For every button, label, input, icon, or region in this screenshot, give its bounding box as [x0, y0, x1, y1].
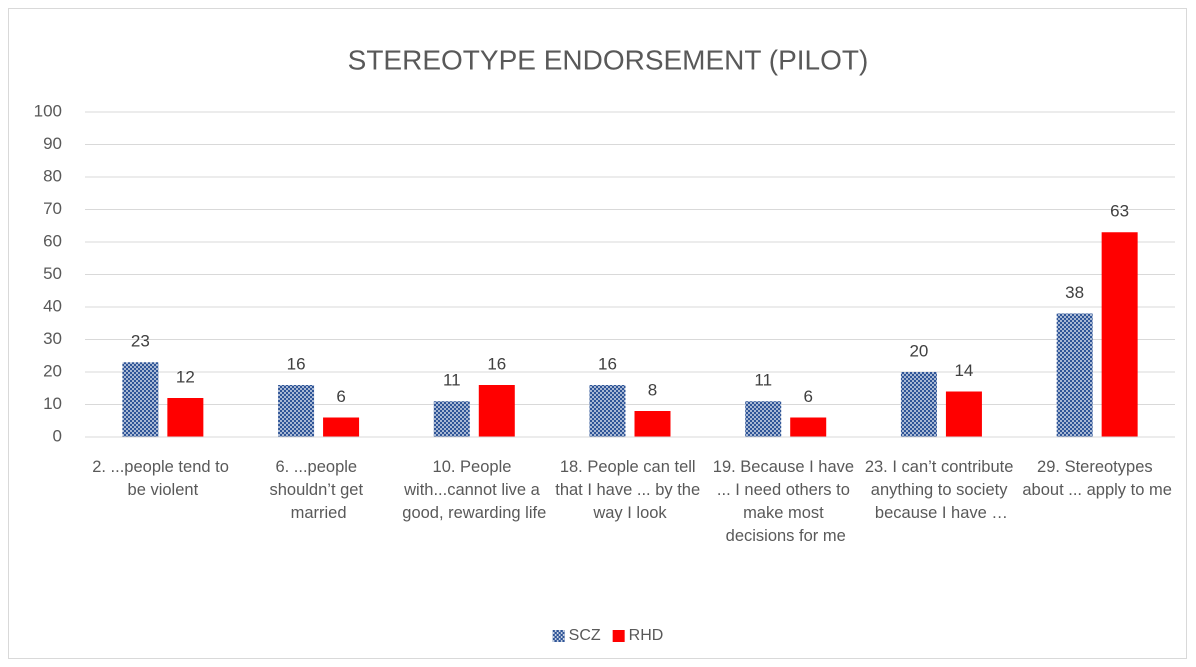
chart-title: STEREOTYPE ENDORSEMENT (PILOT)	[348, 44, 869, 75]
data-label: 16	[287, 354, 306, 373]
bar	[278, 385, 315, 437]
bar	[167, 398, 204, 437]
data-label: 20	[909, 341, 928, 360]
bar	[745, 401, 782, 437]
bar	[122, 362, 159, 437]
x-tick-label: 6. ...people shouldn’t get married	[269, 458, 367, 522]
legend-item: SCZ	[552, 627, 601, 644]
legend-swatch	[552, 630, 565, 642]
data-label: 16	[487, 354, 506, 373]
bar	[900, 372, 937, 437]
y-tick-label: 60	[43, 231, 62, 250]
x-tick-label: 23. I can’t contribute anything to socie…	[865, 458, 1018, 522]
bar	[478, 385, 515, 437]
legend-item: RHD	[612, 627, 664, 644]
y-tick-label: 20	[43, 361, 62, 380]
y-tick-label: 0	[53, 426, 62, 445]
bar	[1056, 313, 1093, 437]
data-label: 6	[336, 387, 345, 406]
data-label: 63	[1110, 202, 1129, 221]
data-label: 23	[131, 332, 150, 351]
bar	[634, 411, 671, 437]
y-tick-label: 100	[34, 101, 62, 120]
y-tick-label: 50	[43, 264, 62, 283]
y-tick-label: 80	[43, 166, 62, 185]
legend-label: SCZ	[569, 627, 601, 644]
y-tick-label: 90	[43, 134, 62, 153]
bar	[323, 417, 360, 437]
y-tick-label: 30	[43, 329, 62, 348]
data-label: 11	[754, 371, 772, 390]
y-tick-label: 40	[43, 296, 62, 315]
data-label: 11	[443, 371, 461, 390]
data-label: 6	[803, 387, 812, 406]
bar	[589, 385, 626, 437]
bar	[1101, 232, 1138, 437]
legend-swatch	[612, 630, 625, 642]
x-tick-label: 18. People can tell that I have ... by t…	[555, 458, 705, 522]
bar	[945, 391, 982, 437]
data-label: 38	[1065, 283, 1084, 302]
y-tick-label: 10	[43, 394, 62, 413]
x-tick-label: 2. ...people tend to be violent	[92, 458, 233, 499]
x-tick-label: 10. People with...cannot live a good, re…	[402, 458, 546, 522]
data-label: 12	[176, 367, 195, 386]
x-tick-label: 29. Stereotypes about ... apply to me	[1022, 458, 1172, 499]
data-label: 16	[598, 354, 617, 373]
y-tick-label: 70	[43, 199, 62, 218]
bar	[790, 417, 827, 437]
data-label: 14	[954, 361, 973, 380]
legend-label: RHD	[629, 627, 664, 644]
chart-border	[8, 8, 1187, 659]
x-tick-label: 19. Because I have ... I need others to …	[713, 458, 859, 545]
data-label: 8	[648, 380, 657, 399]
bar	[433, 401, 470, 437]
